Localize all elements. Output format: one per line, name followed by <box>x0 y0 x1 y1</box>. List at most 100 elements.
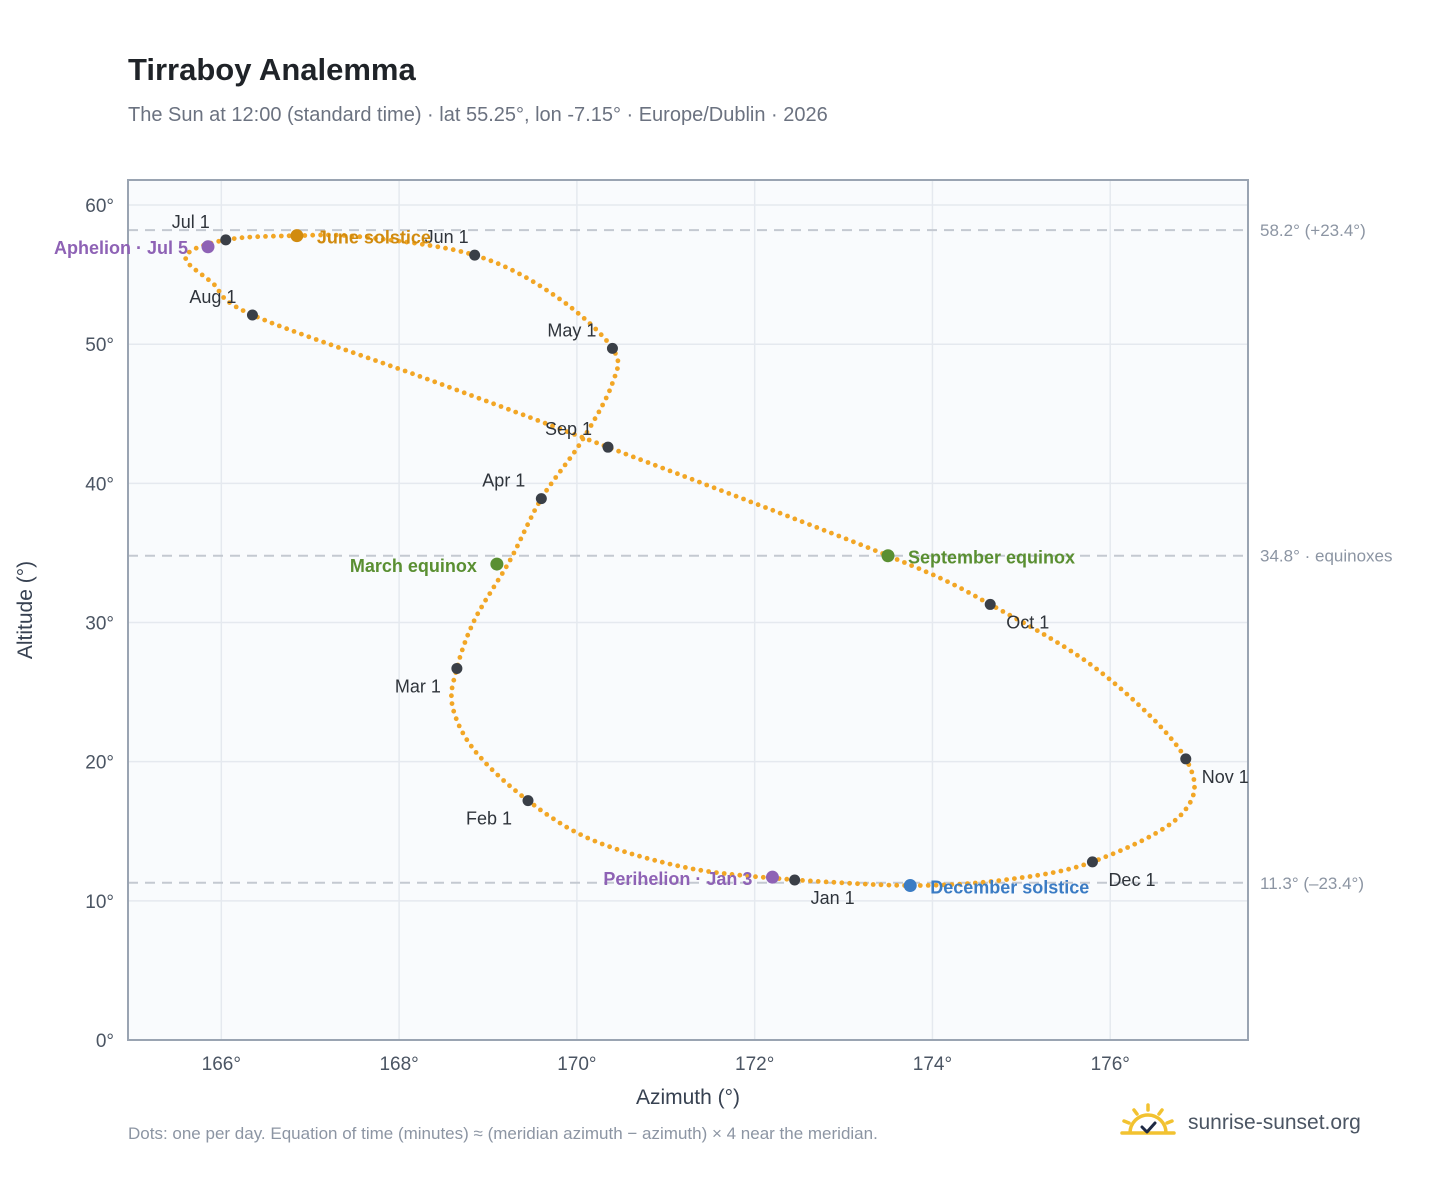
day-dot <box>644 855 650 861</box>
day-dot <box>682 474 688 479</box>
day-dot <box>271 233 276 239</box>
day-dot <box>616 448 621 454</box>
day-dot <box>530 279 536 285</box>
day-dot <box>450 247 456 253</box>
day-dot <box>576 443 582 449</box>
day-dot <box>461 390 467 396</box>
day-dot <box>615 358 621 364</box>
day-dot <box>1075 652 1080 658</box>
day-dot <box>402 368 408 374</box>
day-dot <box>704 482 710 488</box>
day-dot <box>851 539 856 545</box>
day-dot <box>396 238 402 244</box>
day-dot <box>886 882 892 888</box>
day-dot <box>965 881 970 886</box>
day-dot <box>711 485 717 491</box>
day-dot <box>564 429 570 434</box>
day-dot <box>1073 864 1079 870</box>
day-dot <box>501 778 506 783</box>
day-dot <box>593 326 599 332</box>
day-dot <box>753 874 758 880</box>
day-dot <box>563 301 569 306</box>
month-marker <box>1086 856 1098 868</box>
day-dot <box>1153 831 1158 836</box>
day-dot <box>1000 609 1006 614</box>
day-dot <box>1028 624 1033 630</box>
day-dot <box>1124 691 1130 697</box>
day-dot <box>587 321 593 326</box>
day-dot <box>588 423 594 428</box>
month-label: Mar 1 <box>395 676 441 696</box>
day-dot <box>519 793 524 799</box>
y-tick-label: 20° <box>85 753 114 774</box>
day-dot <box>550 292 556 297</box>
day-dot <box>623 451 629 457</box>
day-dot <box>487 591 493 596</box>
day-dot <box>299 331 304 337</box>
day-dot <box>878 882 884 888</box>
brand[interactable]: sunrise-sunset.org <box>1120 1100 1361 1146</box>
month-marker <box>606 342 618 354</box>
day-dot <box>714 870 719 875</box>
y-tick-label: 50° <box>85 335 114 356</box>
day-dot <box>395 366 401 371</box>
day-dot <box>284 326 290 332</box>
y-tick-label: 60° <box>85 196 114 217</box>
day-dot <box>1118 848 1123 854</box>
day-dot <box>607 388 612 394</box>
day-dot <box>358 352 364 358</box>
x-axis-label: Azimuth (°) <box>636 1086 740 1109</box>
day-dot <box>572 432 577 437</box>
month-label: Sep 1 <box>545 419 592 439</box>
day-dot <box>571 828 576 834</box>
day-dot <box>726 491 732 496</box>
plot-area <box>128 180 1248 1040</box>
day-dot <box>629 851 635 857</box>
x-tick-label: 166° <box>202 1054 241 1075</box>
day-dot <box>239 235 245 241</box>
day-dot <box>499 571 505 576</box>
day-dot <box>528 515 534 520</box>
day-dot <box>807 522 812 527</box>
day-dot <box>584 429 590 435</box>
day-dot <box>1163 730 1169 736</box>
day-dot <box>528 415 533 420</box>
day-dot <box>495 772 501 778</box>
day-dot <box>1019 875 1025 880</box>
day-dot <box>1178 748 1184 754</box>
day-dot <box>1081 862 1087 868</box>
day-dot <box>980 879 986 885</box>
day-dot <box>609 381 615 386</box>
day-dot <box>380 360 386 366</box>
day-dot <box>894 882 900 888</box>
day-dot <box>524 275 529 281</box>
day-dot <box>1132 841 1138 847</box>
day-dot <box>1066 866 1071 872</box>
day-dot <box>800 878 805 883</box>
month-marker <box>469 249 481 261</box>
day-dot <box>855 881 860 887</box>
day-dot <box>481 255 486 261</box>
day-dot <box>478 755 484 761</box>
brand-name[interactable]: sunrise-sunset.org <box>1188 1111 1361 1134</box>
day-dot <box>760 874 766 880</box>
day-dot <box>365 235 370 240</box>
day-dot <box>1058 868 1064 874</box>
day-dot <box>966 590 971 595</box>
event-label: March equinox <box>350 556 477 576</box>
day-dot <box>435 244 441 250</box>
day-dot <box>491 584 497 590</box>
day-dot <box>507 557 513 563</box>
day-dot <box>263 234 268 239</box>
day-dot <box>495 261 501 267</box>
day-dot <box>489 767 495 773</box>
day-dot <box>865 545 871 550</box>
month-label: May 1 <box>547 320 596 340</box>
day-dot <box>313 337 319 342</box>
day-dot <box>645 460 651 465</box>
event-label: Aphelion · Jul 5 <box>54 238 188 258</box>
day-dot <box>1118 686 1124 692</box>
day-dot <box>460 730 466 736</box>
day-dot <box>592 416 598 422</box>
day-dot <box>1068 648 1074 654</box>
